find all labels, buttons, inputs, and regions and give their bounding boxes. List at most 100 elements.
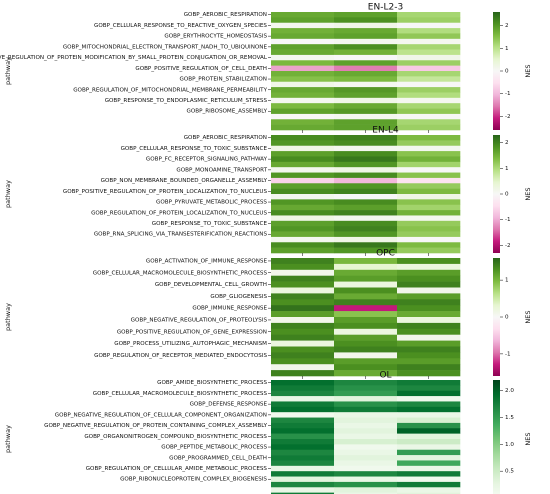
colorbar [493, 135, 500, 253]
heatmap-cell [397, 204, 461, 211]
heatmap-cell [271, 417, 335, 424]
heatmap-cell [271, 358, 335, 365]
heatmap-cell [397, 417, 461, 424]
heatmap-cell [271, 275, 335, 282]
heatmap-cell [271, 81, 335, 88]
heatmap-cell [271, 210, 335, 216]
row-label: GOBP_MONOAMINE_TRANSPORT [176, 167, 267, 173]
row-label: GOBP_POSITIVE_REGULATION_OF_CELL_DEATH [135, 66, 267, 72]
heatmap-cell [397, 188, 461, 195]
heatmap-cell [271, 269, 335, 276]
heatmap-cell [334, 199, 398, 206]
row-label: GOBP_NEGATIVE_REGULATION_OF_PROTEIN_MODI… [0, 55, 268, 61]
row-label: GOBP_AEROBIC_RESPIRATION [184, 12, 267, 18]
heatmap-cell [271, 28, 335, 34]
row-label: GOBP_AMIDE_BIOSYNTHETIC_PROCESS [157, 380, 267, 386]
heatmap-cell [397, 481, 461, 488]
panel-title: OPC [376, 249, 395, 259]
heatmap-cell [334, 370, 398, 377]
heatmap-cell [334, 305, 398, 312]
heatmap-cell [271, 422, 335, 429]
heatmap-cell [271, 487, 335, 493]
heatmap-cell [334, 226, 398, 232]
heatmap-cell [397, 44, 461, 50]
colorbar-label: NES [524, 432, 532, 445]
row-label: GOBP_PROTEIN_STABILIZATION [180, 77, 267, 83]
heatmap-cell [334, 428, 398, 434]
heatmap-cell [397, 444, 461, 451]
heatmap-cell [334, 346, 398, 353]
heatmap-cell [334, 247, 398, 254]
heatmap-cell [397, 49, 461, 56]
heatmap-cell [334, 236, 398, 243]
heatmap-cell [334, 145, 398, 152]
colorbar-tick-label: 0.5 [505, 469, 514, 475]
heatmap-cell [334, 28, 398, 34]
heatmap-cell [271, 226, 335, 232]
heatmap-cell [271, 346, 335, 353]
heatmap-cell [397, 281, 461, 288]
row-label: GOBP_RESPONSE_TO_ENDOPLASMIC_RETICULUM_S… [105, 98, 268, 104]
heatmap-cell [397, 422, 461, 429]
heatmap-cell [271, 396, 335, 402]
colorbar-tick-label: 2.0 [505, 388, 514, 394]
row-label: GOBP_ORGANONITROGEN_COMPOUND_BIOSYNTHETI… [84, 434, 267, 440]
heatmap-cell [397, 167, 461, 173]
heatmap-cell [334, 275, 398, 282]
heatmap-cell [397, 161, 461, 168]
heatmap-cell [271, 54, 335, 61]
heatmap-cell [397, 390, 461, 397]
heatmap-cell [271, 385, 335, 392]
heatmap-cell [397, 97, 461, 104]
heatmap-cell [397, 103, 461, 109]
colorbar-tick-label: 1 [505, 46, 509, 52]
heatmap-cell [397, 247, 461, 254]
heatmap-cell [271, 465, 335, 472]
colorbar-tick-label: 0 [505, 315, 509, 321]
heatmap-cell [397, 299, 461, 306]
row-label: GOBP_GLIOGENESIS [210, 294, 267, 300]
heatmap-cell [334, 38, 398, 45]
row-label: GOBP_PROGRAMMED_CELL_DEATH [169, 455, 267, 461]
heatmap-cell [334, 108, 398, 115]
heatmap-cell [397, 380, 461, 386]
heatmap-cell [271, 113, 335, 120]
heatmap-cell [397, 199, 461, 206]
heatmap-cell [334, 299, 398, 306]
heatmap-cell [334, 76, 398, 83]
colorbar-tick-label: 1 [505, 166, 509, 172]
heatmap-cell [271, 204, 335, 211]
heatmap-cell [334, 287, 398, 294]
heatmap-cell [397, 340, 461, 347]
heatmap-cell [271, 124, 335, 131]
row-label: GOBP_NEGATIVE_REGULATION_OF_CELLULAR_COM… [55, 412, 267, 418]
heatmap-cell [397, 108, 461, 115]
heatmap-cell [271, 33, 335, 40]
colorbar-label: NES [524, 310, 532, 323]
heatmap-cell [334, 455, 398, 461]
heatmap-cell [334, 113, 398, 120]
heatmap-cell [397, 449, 461, 456]
heatmap-cell [334, 204, 398, 211]
heatmap-cell [334, 177, 398, 184]
heatmap-cell [397, 258, 461, 265]
heatmap-cell [397, 220, 461, 227]
heatmap-cell [271, 471, 335, 477]
heatmap-cell [271, 231, 335, 238]
heatmap-cell [397, 487, 461, 493]
heatmap-cell [271, 242, 335, 248]
heatmap-cell [334, 334, 398, 341]
heatmap-cell [271, 49, 335, 56]
heatmap-cell [397, 54, 461, 61]
heatmap-cell [397, 60, 461, 66]
heatmap-cell [334, 352, 398, 359]
heatmap-cell [271, 370, 335, 377]
heatmap-cell [397, 76, 461, 83]
row-label: GOBP_POSITIVE_REGULATION_OF_PROTEIN_LOCA… [63, 189, 268, 195]
heatmap-cell [271, 236, 335, 243]
heatmap-cell [271, 17, 335, 24]
heatmap-cell [271, 492, 335, 494]
heatmap-cell [397, 140, 461, 147]
heatmap-cell [334, 119, 398, 125]
